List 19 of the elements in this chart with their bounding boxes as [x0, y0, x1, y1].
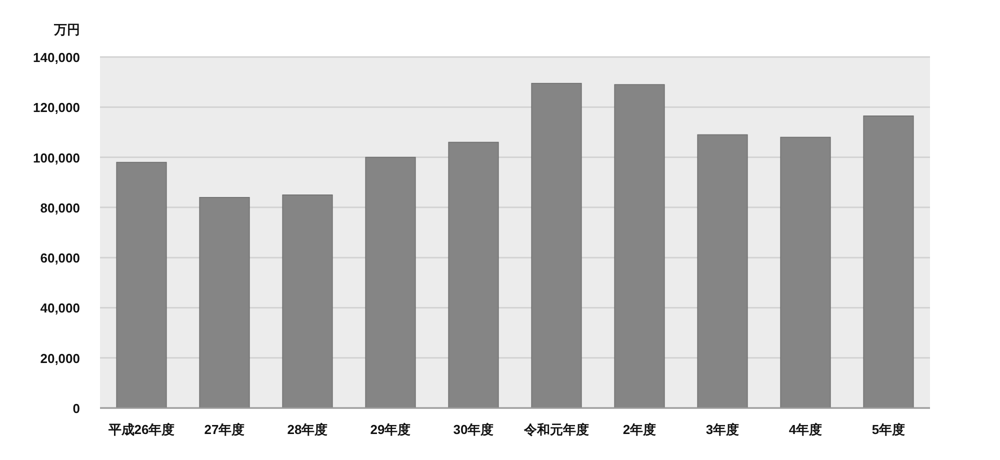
x-tick-label: 29年度	[370, 422, 411, 437]
y-label: 万円	[54, 22, 80, 37]
x-tick-label: 5年度	[872, 422, 906, 437]
y-tick-label: 80,000	[40, 200, 80, 216]
x-tick-label: 平成26年度	[108, 422, 175, 437]
x-tick-label: 30年度	[453, 422, 494, 437]
y-tick-label: 0	[72, 401, 80, 416]
y-tick-label: 40,000	[40, 300, 80, 316]
y-tick-label: 60,000	[40, 250, 80, 266]
y-tick-label: 100,000	[33, 150, 80, 166]
x-tick-label: 2年度	[622, 422, 656, 437]
x-tick-label: 4年度	[788, 422, 822, 437]
x-tick-label: 28年度	[287, 422, 328, 437]
y-tick-label: 120,000	[33, 100, 80, 116]
x-tick-label: 令和元年度	[524, 422, 589, 437]
x-tick-label: 3年度	[706, 422, 740, 437]
y-tick-label: 20,000	[40, 350, 80, 366]
y-tick-label: 140,000	[33, 50, 80, 65]
x-tick-label: 27年度	[204, 422, 245, 437]
